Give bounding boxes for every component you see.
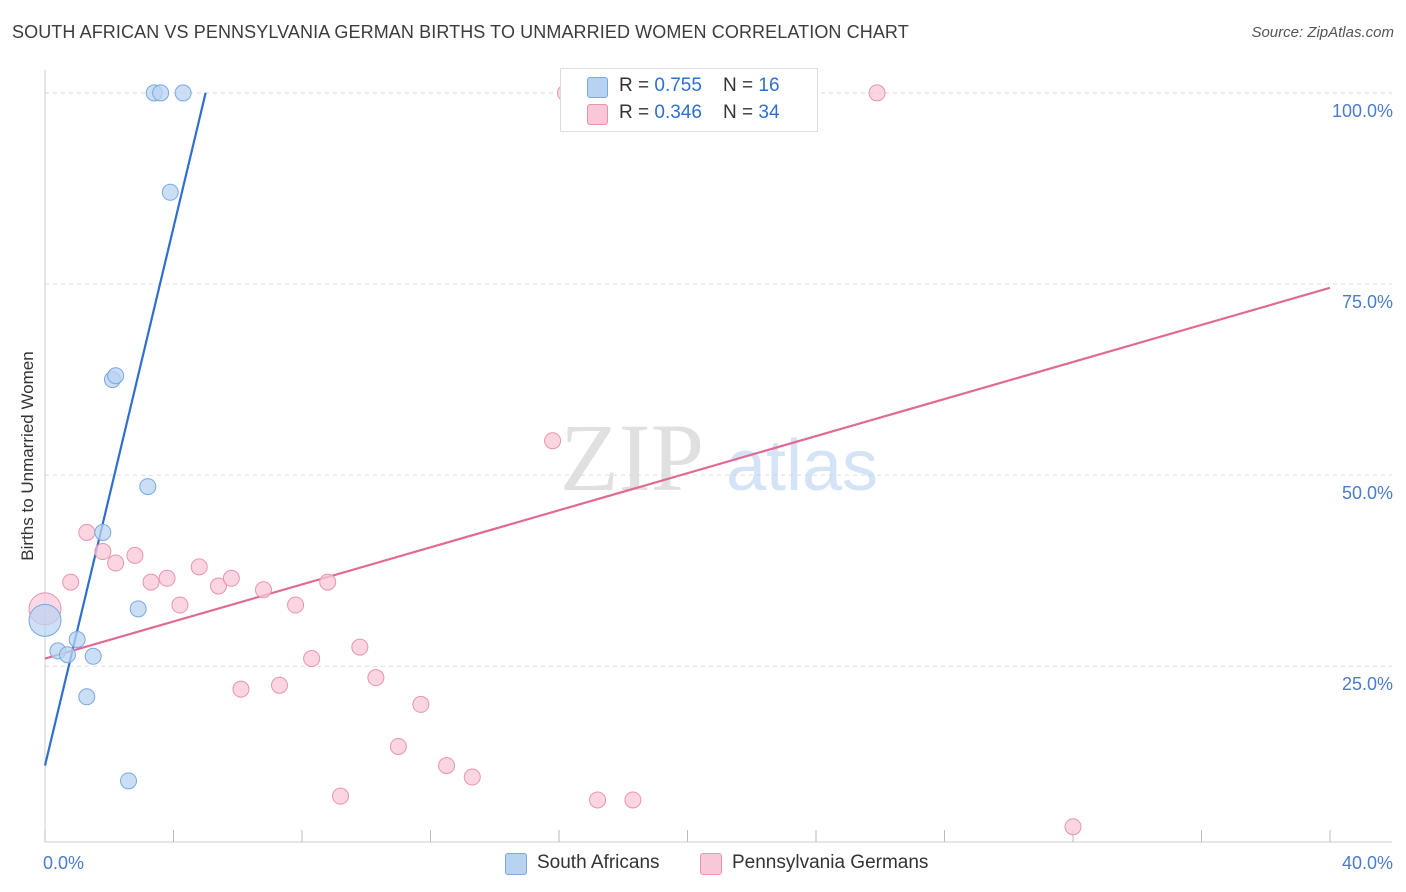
watermark-atlas: atlas bbox=[726, 426, 878, 506]
y-tick-label: 100.0% bbox=[1332, 101, 1393, 121]
point-pennsylvania-germans bbox=[62, 573, 80, 591]
south-africans-swatch bbox=[587, 77, 608, 98]
point-pennsylvania-germans bbox=[142, 573, 160, 591]
south-africans-stats: R = 0.755 N = 16 bbox=[619, 75, 780, 97]
point-pennsylvania-germans bbox=[463, 768, 481, 786]
point-pennsylvania-germans bbox=[319, 573, 337, 591]
r-label: R = bbox=[619, 102, 655, 123]
point-pennsylvania-germans bbox=[171, 596, 189, 614]
trend-line-pennsylvania-germans bbox=[44, 286, 1331, 660]
point-pennsylvania-germans bbox=[190, 558, 208, 576]
point-pennsylvania-germans bbox=[438, 757, 456, 775]
y-tick-label: 50.0% bbox=[1342, 483, 1393, 503]
stats-legend: R = 0.755 N = 16 R = 0.346 N = 34 bbox=[560, 68, 818, 132]
point-south-africans bbox=[120, 772, 138, 790]
point-pennsylvania-germans bbox=[624, 791, 642, 809]
point-pennsylvania-germans bbox=[254, 581, 272, 599]
point-pennsylvania-germans bbox=[78, 523, 96, 541]
x-tick-label-max: 40.0% bbox=[1342, 853, 1393, 873]
n-value: 16 bbox=[758, 75, 780, 96]
n-label: N = bbox=[723, 75, 759, 96]
y-tick-label: 75.0% bbox=[1342, 292, 1393, 312]
chart-title: SOUTH AFRICAN VS PENNSYLVANIA GERMAN BIR… bbox=[12, 22, 909, 42]
point-pennsylvania-germans bbox=[544, 432, 562, 450]
point-south-africans bbox=[68, 630, 86, 648]
point-south-africans bbox=[174, 84, 192, 102]
point-south-africans bbox=[139, 478, 157, 496]
y-axis-label: Births to Unmarried Women bbox=[18, 351, 37, 561]
point-pennsylvania-germans bbox=[287, 596, 305, 614]
tick-labels: 25.0% 50.0% 75.0% 100.0% 0.0% 40.0% bbox=[43, 101, 1393, 873]
point-pennsylvania-germans bbox=[332, 787, 350, 805]
point-pennsylvania-germans bbox=[351, 638, 369, 656]
point-pennsylvania-germans bbox=[271, 676, 289, 694]
point-pennsylvania-germans bbox=[126, 546, 144, 564]
x-tick-label-min: 0.0% bbox=[43, 853, 84, 873]
r-label: R = bbox=[619, 75, 655, 96]
r-value: 0.346 bbox=[654, 102, 702, 123]
pennsylvania-germans-legend-label: Pennsylvania Germans bbox=[732, 852, 929, 873]
point-pennsylvania-germans bbox=[589, 791, 607, 809]
point-south-africans bbox=[129, 600, 147, 618]
point-pennsylvania-germans bbox=[209, 577, 227, 595]
n-value: 34 bbox=[758, 102, 780, 123]
y-tick-label: 25.0% bbox=[1342, 674, 1393, 694]
point-south-africans bbox=[152, 84, 170, 102]
point-pennsylvania-germans bbox=[94, 543, 112, 561]
axes bbox=[44, 70, 1392, 843]
point-pennsylvania-germans bbox=[412, 695, 430, 713]
south-africans-legend-label: South Africans bbox=[537, 852, 660, 873]
point-south-africans bbox=[94, 523, 112, 541]
grid-lines bbox=[45, 92, 1392, 667]
watermark: ZIP atlas bbox=[560, 404, 878, 511]
point-pennsylvania-germans bbox=[222, 569, 240, 587]
point-pennsylvania-germans bbox=[303, 650, 321, 668]
source-label: Source: ZipAtlas.com bbox=[1251, 24, 1394, 41]
point-pennsylvania-germans bbox=[389, 737, 407, 755]
pennsylvania-germans-swatch bbox=[587, 104, 608, 125]
trend-line-south-africans bbox=[43, 92, 207, 766]
point-south-africans bbox=[107, 367, 125, 385]
point-south-africans bbox=[161, 183, 179, 201]
point-pennsylvania-germans bbox=[1064, 818, 1082, 836]
n-label: N = bbox=[723, 102, 759, 123]
point-pennsylvania-germans bbox=[107, 554, 125, 572]
r-value: 0.755 bbox=[654, 75, 702, 96]
watermark-zip: ZIP bbox=[560, 404, 704, 511]
point-pennsylvania-germans bbox=[367, 669, 385, 687]
point-south-africans bbox=[84, 647, 102, 665]
south-africans-legend-swatch bbox=[505, 853, 527, 875]
point-pennsylvania-germans bbox=[232, 680, 250, 698]
pennsylvania-germans-legend-swatch bbox=[700, 853, 722, 875]
pennsylvania-germans-stats: R = 0.346 N = 34 bbox=[619, 102, 780, 124]
point-south-africans bbox=[78, 688, 96, 706]
data-points bbox=[28, 84, 1082, 836]
point-pennsylvania-germans bbox=[158, 569, 176, 587]
point-south-africans bbox=[58, 646, 76, 664]
point-south-africans bbox=[28, 603, 62, 637]
point-pennsylvania-germans bbox=[868, 84, 886, 102]
